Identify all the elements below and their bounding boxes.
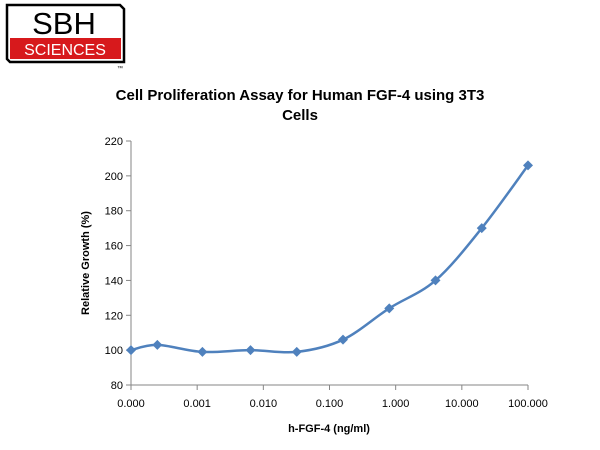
y-tick-label: 220 <box>105 136 123 148</box>
y-tick-label: 120 <box>105 310 123 322</box>
series-markers <box>126 160 533 357</box>
series-line <box>130 164 530 354</box>
y-ticks: 80 100 120 140 160 180 200 220 <box>105 136 131 392</box>
x-tick-label: 0.010 <box>250 398 278 410</box>
data-point-marker <box>197 346 208 357</box>
data-point-marker <box>430 275 441 286</box>
x-tick-label: 0.001 <box>183 398 211 410</box>
sbh-sciences-logo: SBH SCIENCES ™ <box>5 3 126 72</box>
y-tick-label: 200 <box>105 171 123 183</box>
data-point-marker <box>126 345 136 356</box>
chart-title: Cell Proliferation Assay for Human FGF-4… <box>115 87 485 124</box>
logo-red-band <box>10 38 121 59</box>
x-tick-label: 10.000 <box>445 398 479 410</box>
data-point-marker <box>152 339 163 350</box>
x-tick-label: 1.000 <box>382 398 410 410</box>
axes <box>130 141 528 386</box>
x-tick-label: 0.000 <box>117 398 145 410</box>
data-point-marker <box>245 345 256 356</box>
y-tick-label: 160 <box>105 241 123 253</box>
y-tick-label: 180 <box>105 206 123 218</box>
x-ticks: 0.000 0.001 0.010 0.100 1.000 10.000 100.000 <box>117 385 548 410</box>
logo-sbh-text: SBH <box>32 6 96 41</box>
y-tick-label: 100 <box>105 345 123 357</box>
x-tick-label: 0.100 <box>316 398 344 410</box>
x-tick-label: 100.000 <box>508 398 548 410</box>
logo-sciences-text: SCIENCES <box>24 42 106 59</box>
logo-trademark: ™ <box>117 65 123 72</box>
x-axis-title: h-FGF-4 (ng/ml) <box>288 423 370 435</box>
y-tick-label: 140 <box>105 275 123 287</box>
data-point-marker <box>476 223 487 234</box>
data-point-marker <box>384 303 395 314</box>
data-point-marker <box>291 346 302 357</box>
data-point-marker <box>338 334 349 345</box>
data-point-marker <box>523 160 533 171</box>
y-tick-label: 80 <box>111 380 123 392</box>
y-axis-title: Relative Growth (%) <box>80 211 92 315</box>
